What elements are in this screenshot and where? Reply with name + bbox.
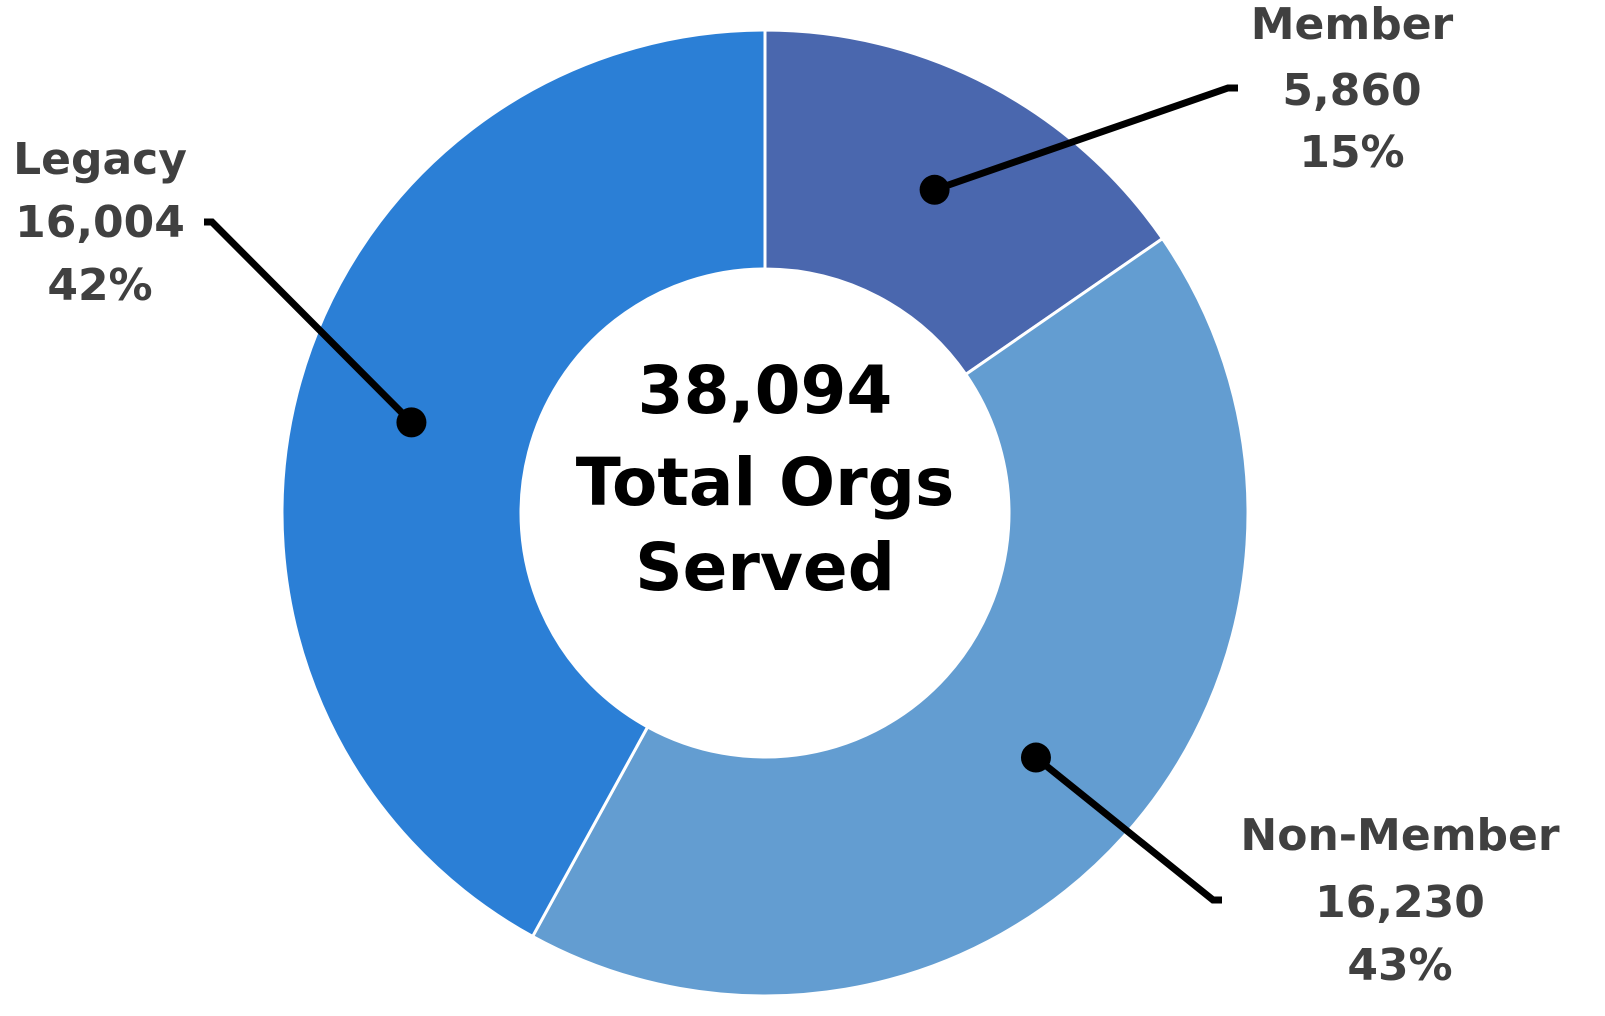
slice-name: Legacy: [13, 134, 187, 185]
leader-line: [204, 218, 414, 425]
slice-value: 16,004: [15, 197, 185, 248]
donut-slice: [530, 236, 1250, 998]
slice-percent: 15%: [1299, 127, 1404, 178]
slice-percent: 42%: [47, 260, 152, 311]
center-caption: Served: [635, 529, 895, 606]
slice-percent: 43%: [1347, 940, 1452, 991]
leader-dot: [919, 174, 950, 205]
leader-line: [933, 84, 1238, 194]
donut-slice: [763, 28, 1165, 377]
slice-name: Non-Member: [1240, 810, 1559, 861]
leader-line: [1033, 754, 1222, 904]
center-caption: Total Orgs: [576, 444, 954, 521]
slice-value: 16,230: [1315, 877, 1485, 928]
leader-dot: [1020, 742, 1051, 773]
center-total: 38,094: [638, 352, 893, 429]
slice-value: 5,860: [1282, 65, 1421, 116]
slice-name: Member: [1251, 0, 1454, 50]
donut-slice: [280, 28, 767, 939]
leader-dot: [396, 407, 427, 438]
